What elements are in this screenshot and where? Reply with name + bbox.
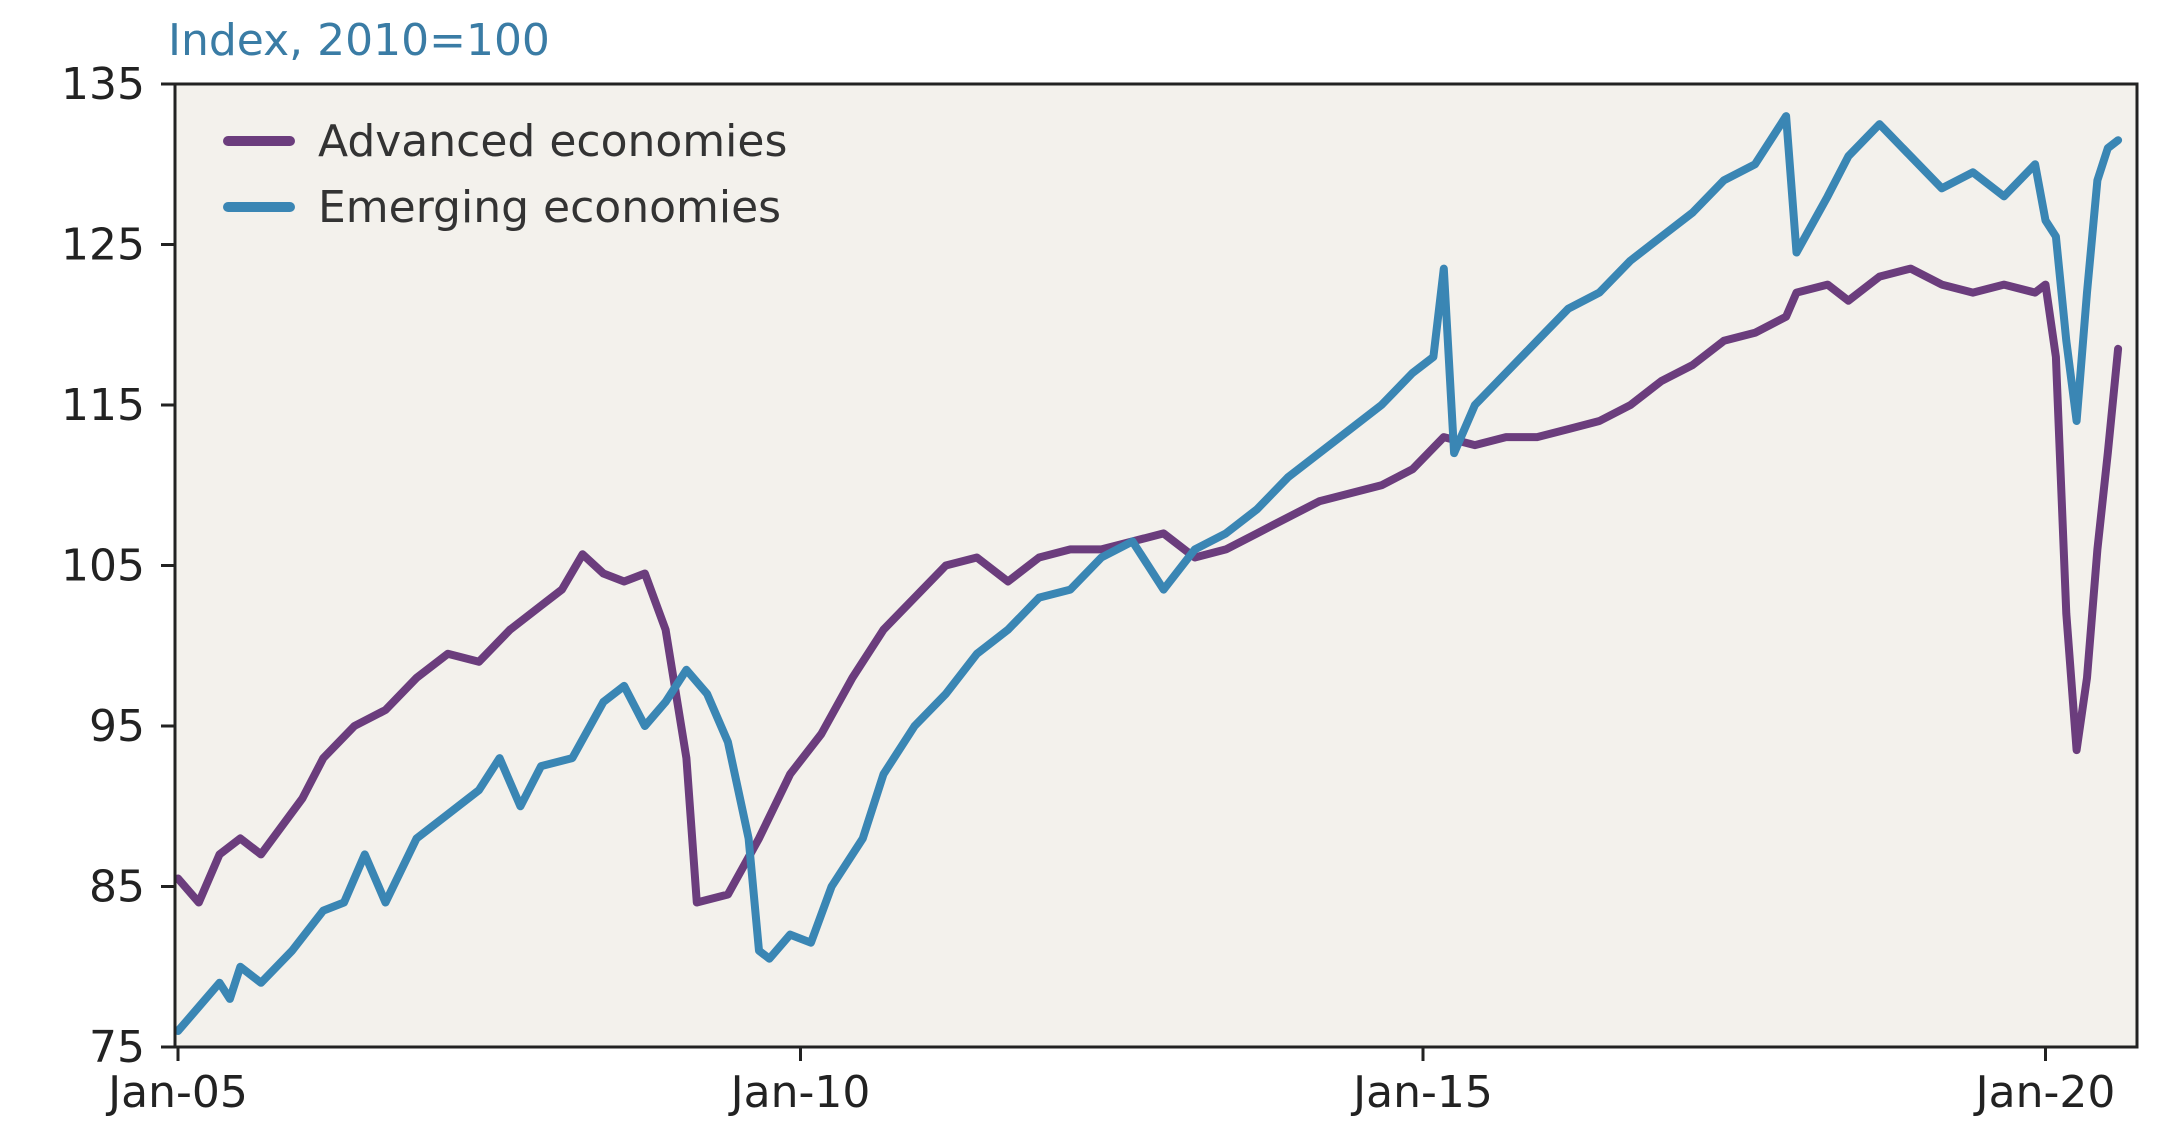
series-line-emerging-economies: [174, 112, 2123, 1035]
y-tick-label: 105: [61, 541, 145, 592]
x-tick-labels: Jan-05 Jan-10 Jan-15 Jan-20: [105, 1067, 2115, 1118]
x-tick-label: Jan-05: [105, 1067, 248, 1118]
legend-label: Advanced economies: [318, 116, 787, 167]
legend: Advanced economies Emerging economies: [223, 116, 787, 233]
y-tick-labels: 135 125 115 105 95 85 75: [61, 59, 145, 1073]
plot-background: [175, 84, 2137, 1047]
y-tick-label: 125: [61, 220, 145, 271]
y-tick-label: 95: [89, 701, 145, 752]
x-tick-label: Jan-10: [728, 1067, 871, 1118]
x-tick-label: Jan-15: [1350, 1067, 1493, 1118]
y-axis-label: Index, 2010=100: [168, 15, 550, 66]
y-tick-label: 135: [61, 59, 145, 110]
plot-frame: [173, 82, 2139, 1049]
series-layer: [174, 112, 2123, 1035]
y-tick-label: 75: [89, 1022, 145, 1073]
y-tick-label: 85: [89, 862, 145, 913]
x-tick-label: Jan-20: [1973, 1067, 2116, 1118]
y-tick-label: 115: [61, 380, 145, 431]
legend-label: Emerging economies: [318, 182, 781, 233]
series-line-advanced-economies: [174, 264, 2123, 907]
axis-ticks: [161, 82, 2047, 1061]
